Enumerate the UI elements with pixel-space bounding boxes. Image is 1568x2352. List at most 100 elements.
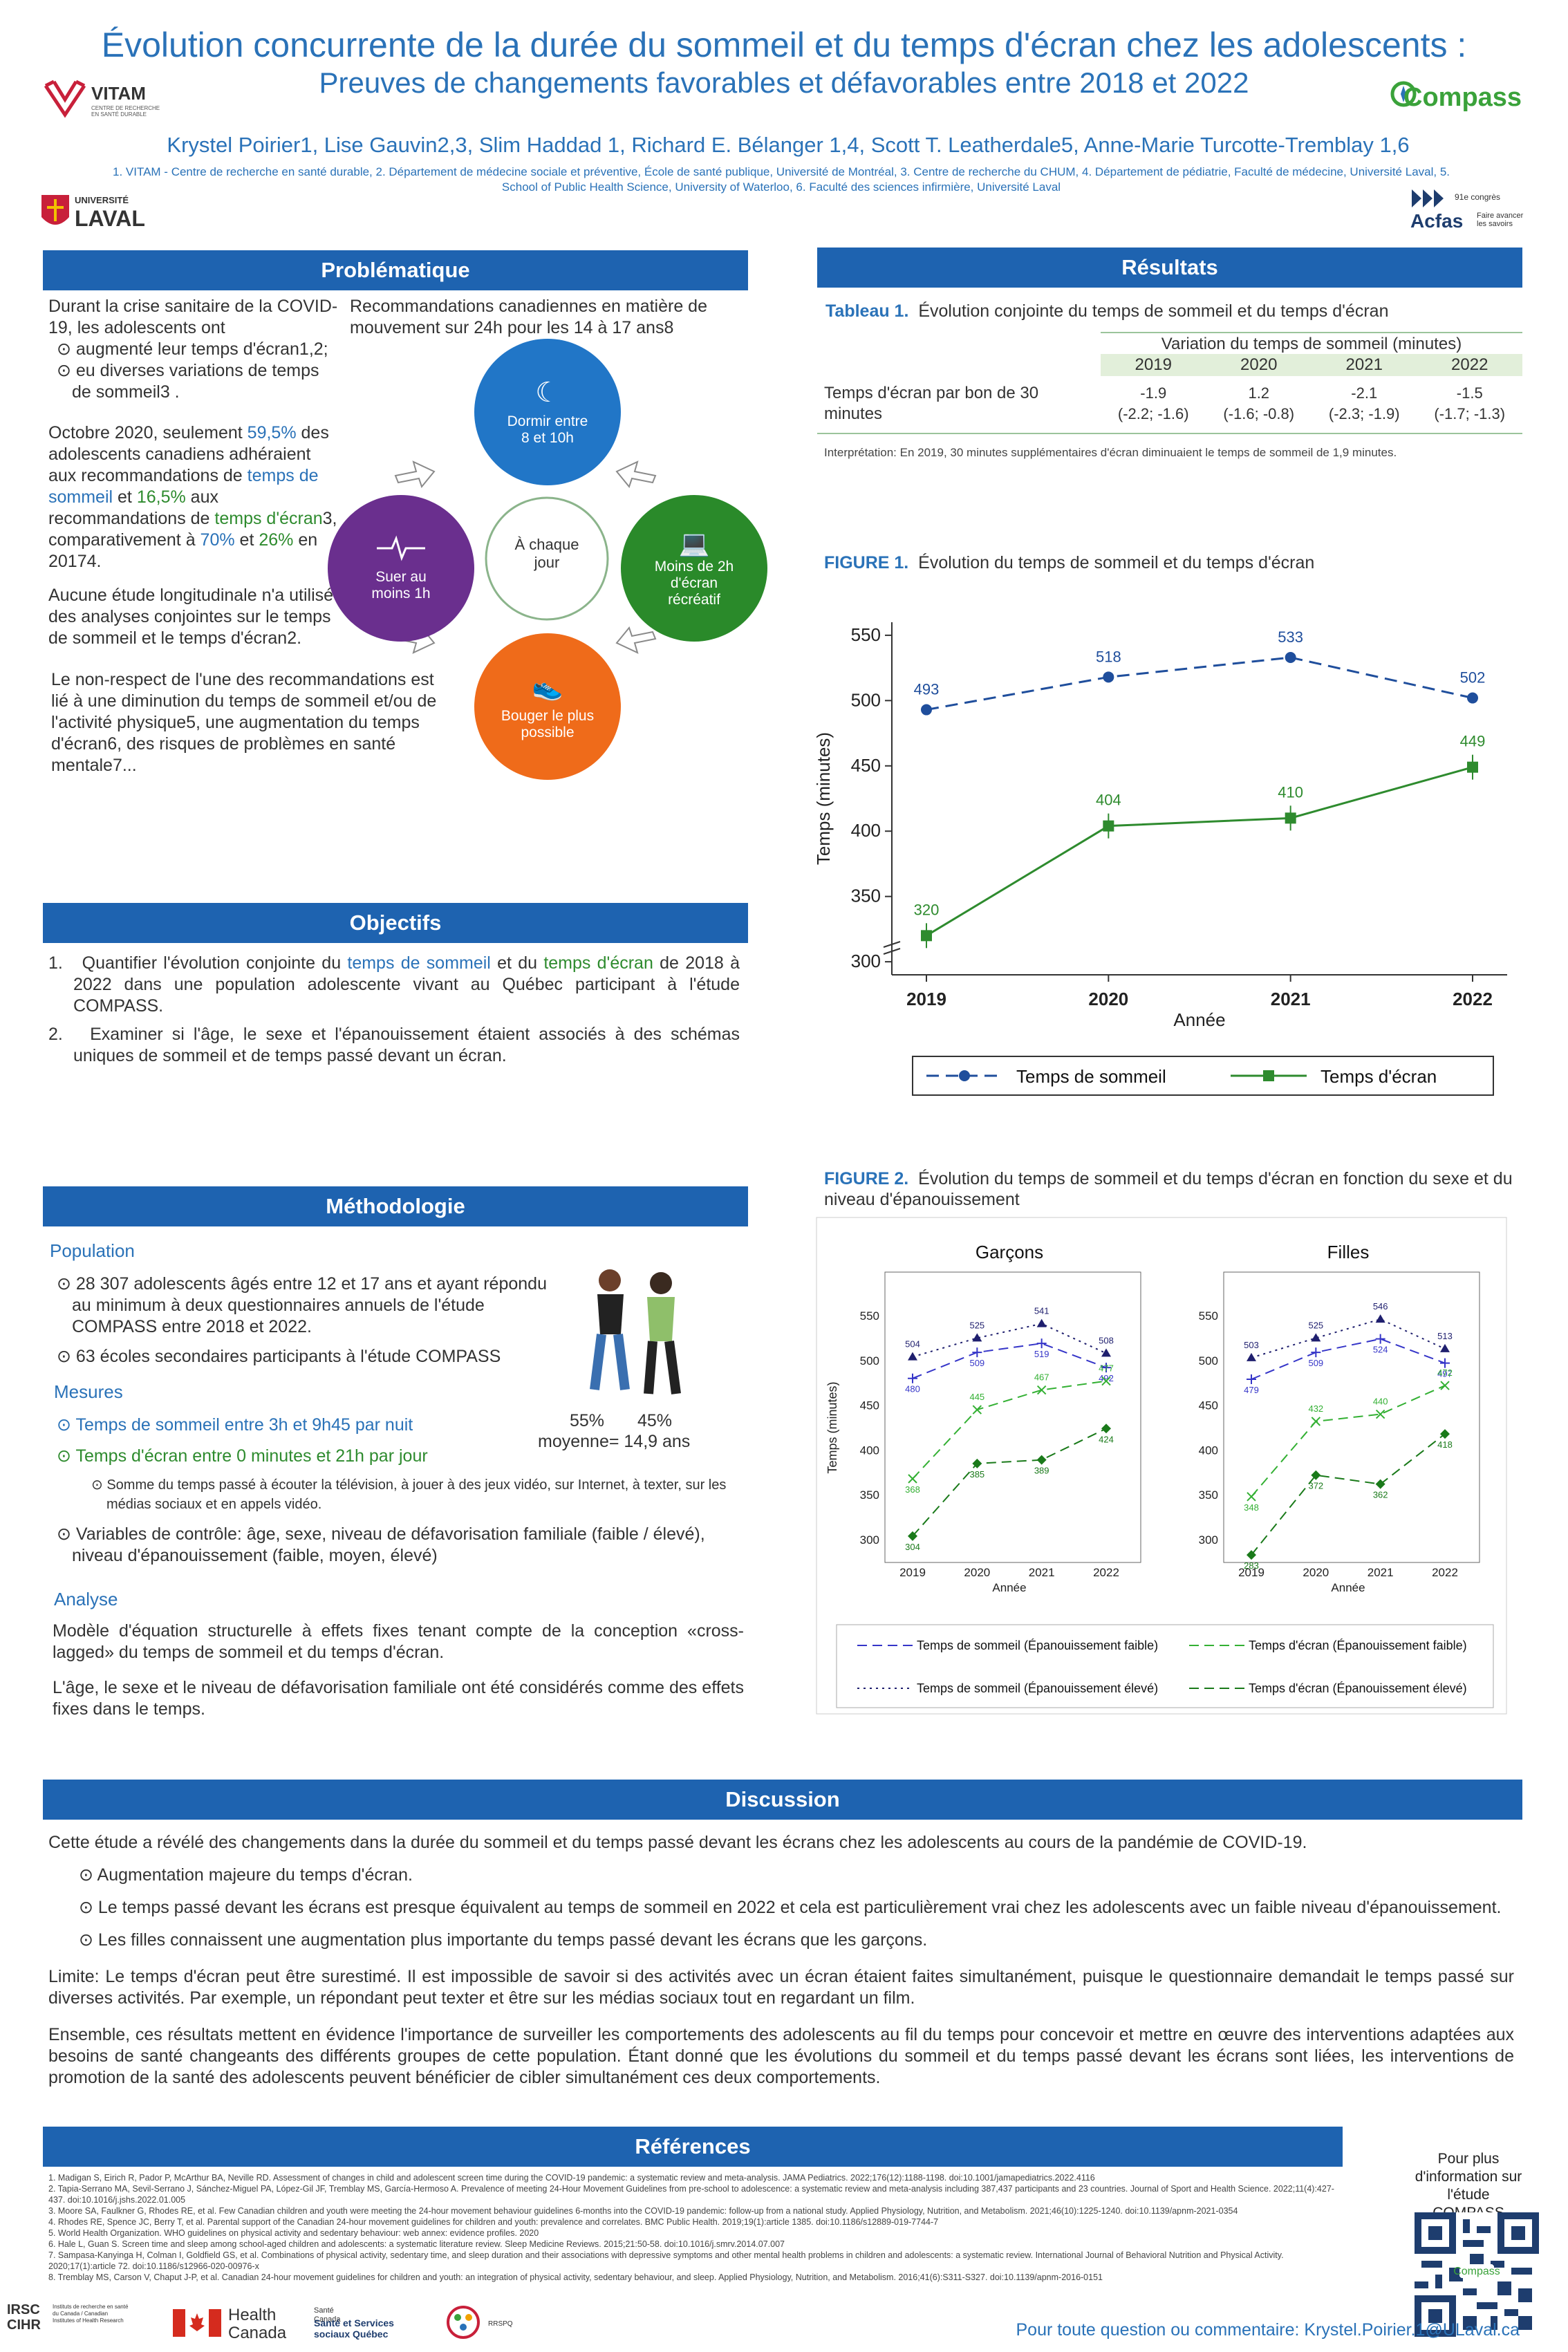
data-point bbox=[972, 1458, 982, 1468]
analyse-text: Modèle d'équation structurelle à effets … bbox=[53, 1621, 744, 1719]
population-title: Population bbox=[50, 1240, 135, 1261]
contact[interactable]: Pour toute question ou commentaire: Krys… bbox=[1016, 2320, 1520, 2340]
table-cell: -1.5 (-1.7; -1.3) bbox=[1434, 384, 1506, 422]
data-point bbox=[1101, 1363, 1111, 1373]
resultats-header: Résultats bbox=[817, 248, 1522, 288]
boys-pct: 45% bbox=[637, 1411, 673, 1430]
girls-pct: 55% bbox=[570, 1411, 605, 1430]
canada-flag-icon bbox=[173, 2309, 221, 2337]
reference-item: 4. Rhodes RE, Spence JC, Berry T, et al.… bbox=[48, 2217, 939, 2227]
axis-break bbox=[883, 941, 901, 955]
x-axis-label: Année bbox=[992, 1581, 1026, 1594]
x-tick-label: 2019 bbox=[1238, 1566, 1264, 1579]
data-point bbox=[1247, 1550, 1256, 1560]
legend-box bbox=[836, 1624, 1494, 1708]
data-point bbox=[1440, 1343, 1450, 1352]
mean-age: moyenne= 14,9 ans bbox=[538, 1432, 691, 1451]
data-point bbox=[1285, 652, 1296, 663]
data-label: 418 bbox=[1437, 1439, 1453, 1450]
data-point bbox=[972, 1347, 982, 1358]
vitam-logo: VITAM CENTRE DE RECHERCHE EN SANTÉ DURAB… bbox=[41, 76, 173, 124]
legend-label: Temps de sommeil (Épanouissement faible) bbox=[917, 1639, 1158, 1652]
data-label: 348 bbox=[1244, 1502, 1259, 1513]
heartbeat-icon bbox=[377, 535, 425, 561]
data-point bbox=[1440, 1429, 1450, 1439]
series-line bbox=[912, 1323, 1107, 1358]
table-year-2022: 2022 bbox=[1451, 355, 1488, 374]
objectifs-header: Objectifs bbox=[43, 903, 748, 943]
legend-label: Temps d'écran bbox=[1320, 1066, 1437, 1087]
sleep-circle: ☾ Dormir entre 8 et 10h bbox=[474, 339, 621, 485]
data-point bbox=[1247, 1492, 1256, 1502]
data-label: 479 bbox=[1244, 1385, 1259, 1395]
qr-code[interactable]: Compass bbox=[1415, 2212, 1539, 2337]
october-2020-text: Octobre 2020, seulement 59,5% des adoles… bbox=[48, 423, 337, 571]
series-line bbox=[926, 656, 1473, 711]
figure2-title: FIGURE 2. Évolution du temps de sommeil … bbox=[824, 1169, 1513, 1209]
y-tick-label: 450 bbox=[860, 1399, 879, 1412]
irsc-logo: IRSC CIHR bbox=[7, 2302, 41, 2333]
data-label: 519 bbox=[1034, 1349, 1049, 1359]
data-label: 362 bbox=[1373, 1490, 1388, 1500]
data-point bbox=[1311, 1470, 1321, 1480]
move-circle: 👟 Bouger le plus possible bbox=[474, 633, 621, 780]
acfas-logo: 91e congrès Acfas Faire avancer les savo… bbox=[1410, 188, 1535, 234]
methodologie-header: Méthodologie bbox=[43, 1186, 748, 1226]
y-tick-label: 400 bbox=[860, 1444, 879, 1457]
health-canada-logo: Health Canada bbox=[228, 2306, 287, 2342]
figure1-chart: 300 350 400 450 500 550 2019 2020 2021 2022 Année T… bbox=[813, 622, 1507, 1096]
data-point bbox=[1103, 820, 1114, 832]
data-point bbox=[1101, 1348, 1111, 1357]
svg-text:Compass: Compass bbox=[1453, 2266, 1500, 2277]
x-axis-label: Année bbox=[1331, 1581, 1365, 1594]
data-label: 368 bbox=[905, 1484, 920, 1495]
moon-icon: ☾ bbox=[535, 377, 560, 408]
data-label: 493 bbox=[914, 681, 940, 698]
y-tick-label: 350 bbox=[1199, 1488, 1218, 1502]
table-title: Tableau 1. Évolution conjointe du temps … bbox=[825, 301, 1389, 321]
data-label: 389 bbox=[1034, 1466, 1049, 1476]
rrspq-icon bbox=[447, 2306, 480, 2339]
data-label: 410 bbox=[1278, 783, 1303, 801]
data-label: 432 bbox=[1308, 1403, 1323, 1414]
legend-box bbox=[912, 1056, 1494, 1096]
data-point bbox=[1440, 1358, 1450, 1368]
table-year-2020: 2020 bbox=[1240, 355, 1278, 374]
table-cell: -1.9 (-2.2; -1.6) bbox=[1117, 384, 1189, 422]
data-label: 440 bbox=[1373, 1397, 1388, 1407]
shoe-icon: 👟 bbox=[532, 673, 563, 701]
data-point bbox=[1375, 1314, 1385, 1323]
reference-item: 3. Moore SA, Faulkner G, Rhodes RE, et a… bbox=[48, 2206, 1238, 2216]
analyse-title: Analyse bbox=[54, 1589, 118, 1609]
data-label: 504 bbox=[905, 1339, 920, 1350]
data-label: 533 bbox=[1278, 628, 1303, 646]
data-label: 525 bbox=[969, 1320, 984, 1330]
y-tick-label: 500 bbox=[860, 1354, 879, 1368]
panel-frame bbox=[1223, 1271, 1480, 1563]
data-point bbox=[1101, 1424, 1111, 1434]
data-point bbox=[1247, 1352, 1256, 1361]
screen-circle: 💻 Moins de 2h d'écran récréatif bbox=[621, 495, 767, 642]
data-point bbox=[908, 1352, 917, 1361]
data-label: 404 bbox=[1096, 792, 1121, 809]
data-label: 497 bbox=[1437, 1369, 1453, 1379]
laptop-icon: 💻 bbox=[678, 529, 710, 557]
references-list: 1. Madigan S, Eirich R, Pador P, McArthu… bbox=[48, 2172, 1334, 2283]
data-label: 509 bbox=[969, 1358, 984, 1368]
y-axis-label: Temps (minutes) bbox=[813, 732, 834, 865]
data-label: 524 bbox=[1373, 1345, 1388, 1355]
data-point bbox=[1101, 1376, 1111, 1386]
panel-frame bbox=[884, 1271, 1141, 1563]
data-label: 372 bbox=[1308, 1481, 1323, 1491]
data-label: 508 bbox=[1099, 1335, 1114, 1345]
x-tick-label: 2021 bbox=[1029, 1566, 1055, 1579]
legend-marker bbox=[959, 1070, 970, 1081]
compass-logo: Compass bbox=[1390, 77, 1522, 126]
data-label: 385 bbox=[969, 1469, 984, 1480]
data-point bbox=[1036, 1318, 1047, 1327]
authors: Krystel Poirier1, Lise Gauvin2,3, Slim H… bbox=[167, 133, 1410, 157]
reference-item: 6. Hale L, Guan S. Screen time and sleep… bbox=[48, 2239, 785, 2249]
poster-title: Évolution concurrente de la durée du som… bbox=[101, 26, 1467, 64]
data-point bbox=[1467, 692, 1478, 704]
y-tick-label: 500 bbox=[1199, 1354, 1218, 1368]
